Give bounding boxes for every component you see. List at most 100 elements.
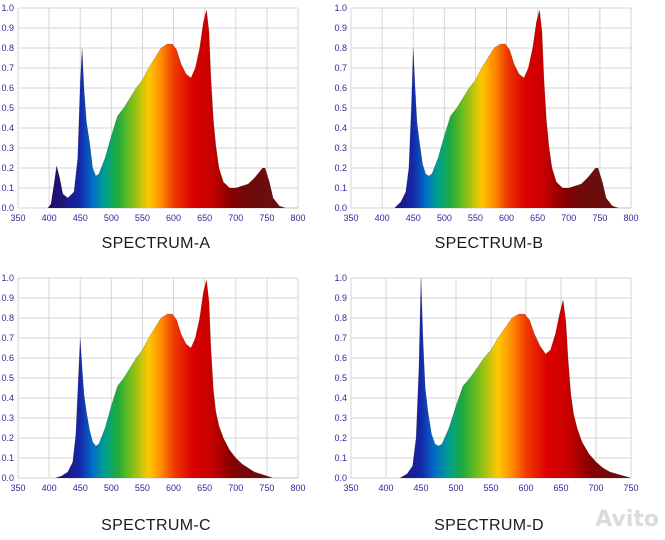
y-tick-label: 0.8 [1, 313, 14, 323]
x-tick-label: 800 [290, 483, 305, 493]
x-tick-label: 700 [561, 213, 576, 223]
x-tick-label: 450 [73, 483, 88, 493]
y-tick-label: 0.6 [1, 83, 14, 93]
x-tick-label: 350 [10, 213, 25, 223]
y-tick-label: 0.0 [334, 473, 347, 483]
spectrum-area [394, 10, 631, 208]
y-tick-label: 0.8 [334, 313, 347, 323]
y-tick-label: 1.0 [1, 273, 14, 283]
y-tick-label: 1.0 [334, 3, 347, 13]
x-tick-label: 600 [166, 483, 181, 493]
x-tick-label: 750 [259, 213, 274, 223]
spectrum-line [47, 9, 298, 209]
spectrum-chart-a: 0.0 0.1 0.2 0.3 0.4 0.5 0.6 0.7 0.8 0.9 1.0 350 400 4… [0, 0, 332, 270]
chart-title: SPECTRUM-B [434, 235, 544, 252]
watermark: Avito [595, 507, 659, 532]
x-tick-label: 550 [135, 213, 150, 223]
x-tick-label: 400 [42, 213, 57, 223]
spectrum-area [47, 10, 299, 208]
spectrum-plot: 0.0 0.1 0.2 0.3 0.4 0.5 0.6 0.7 0.8 0.9 1.0 350 400 4… [334, 273, 638, 493]
x-tick-label: 600 [499, 213, 514, 223]
x-tick-label: 450 [406, 213, 421, 223]
x-tick-label: 650 [197, 483, 212, 493]
x-tick-label: 400 [42, 483, 57, 493]
x-tick-label: 350 [343, 483, 358, 493]
x-tick-label: 350 [10, 483, 25, 493]
x-tick-label: 650 [553, 483, 568, 493]
y-tick-label: 0.1 [1, 453, 14, 463]
y-tick-label: 0.1 [334, 453, 347, 463]
y-tick-label: 0.3 [334, 143, 347, 153]
y-tick-label: 0.6 [334, 353, 347, 363]
spectrum-line [55, 279, 298, 479]
spectrum-plot: 0.0 0.1 0.2 0.3 0.4 0.5 0.6 0.7 0.8 0.9 1.0 350 400 4… [1, 273, 305, 493]
y-tick-label: 0.9 [334, 23, 347, 33]
chart-title: SPECTRUM-A [101, 235, 211, 252]
y-tick-label: 0.2 [1, 433, 14, 443]
spectrum-chart-d: 0.0 0.1 0.2 0.3 0.4 0.5 0.6 0.7 0.8 0.9 1.0 350 400 4… [333, 270, 665, 540]
spectrum-plot: 0.0 0.1 0.2 0.3 0.4 0.5 0.6 0.7 0.8 0.9 1.0 350 400 4… [1, 3, 305, 223]
spectrum-chart-c: 0.0 0.1 0.2 0.3 0.4 0.5 0.6 0.7 0.8 0.9 1.0 350 400 4… [0, 270, 332, 540]
x-tick-label: 500 [104, 213, 119, 223]
y-tick-label: 0.7 [334, 333, 347, 343]
x-tick-label: 400 [375, 213, 390, 223]
x-tick-label: 750 [592, 213, 607, 223]
x-tick-label: 800 [623, 213, 638, 223]
spectrum-line [399, 277, 632, 479]
spectrum-area [400, 278, 631, 478]
y-tick-label: 0.1 [1, 183, 14, 193]
x-tick-label: 800 [290, 213, 305, 223]
y-tick-label: 0.9 [1, 23, 14, 33]
y-tick-label: 0.2 [334, 433, 347, 443]
y-tick-label: 0.7 [334, 63, 347, 73]
x-tick-label: 600 [518, 483, 533, 493]
y-tick-label: 0.3 [334, 413, 347, 423]
spectrum-chart-b: 0.0 0.1 0.2 0.3 0.4 0.5 0.6 0.7 0.8 0.9 1.0 350 400 4… [333, 0, 665, 270]
x-tick-label: 500 [104, 483, 119, 493]
x-tick-label: 650 [530, 213, 545, 223]
y-tick-label: 0.0 [334, 203, 347, 213]
x-tick-label: 700 [588, 483, 603, 493]
x-tick-label: 550 [468, 213, 483, 223]
chart-title: SPECTRUM-C [101, 517, 211, 534]
y-tick-label: 0.3 [1, 143, 14, 153]
y-tick-label: 0.4 [334, 123, 347, 133]
x-tick-label: 500 [448, 483, 463, 493]
x-tick-label: 400 [378, 483, 393, 493]
x-tick-label: 750 [623, 483, 638, 493]
y-tick-label: 0.6 [334, 83, 347, 93]
y-tick-label: 1.0 [334, 273, 347, 283]
x-tick-label: 450 [73, 213, 88, 223]
y-tick-label: 0.3 [1, 413, 14, 423]
spectrum-plot: 0.0 0.1 0.2 0.3 0.4 0.5 0.6 0.7 0.8 0.9 1.0 350 400 4… [334, 3, 638, 223]
y-tick-label: 0.6 [1, 353, 14, 363]
y-tick-label: 0.5 [334, 373, 347, 383]
y-tick-label: 0.5 [1, 103, 14, 113]
y-tick-label: 0.4 [1, 123, 14, 133]
spectrum-area [55, 280, 298, 478]
y-tick-label: 0.4 [1, 393, 14, 403]
chart-title: SPECTRUM-D [434, 517, 544, 534]
y-tick-label: 0.8 [1, 43, 14, 53]
y-tick-label: 0.2 [334, 163, 347, 173]
x-tick-label: 700 [228, 213, 243, 223]
x-tick-label: 650 [197, 213, 212, 223]
y-tick-label: 0.5 [334, 103, 347, 113]
y-tick-label: 0.0 [1, 473, 14, 483]
y-tick-label: 0.0 [1, 203, 14, 213]
y-tick-label: 0.7 [1, 333, 14, 343]
y-tick-label: 1.0 [1, 3, 14, 13]
y-tick-label: 0.4 [334, 393, 347, 403]
x-tick-label: 750 [259, 483, 274, 493]
y-tick-label: 0.1 [334, 183, 347, 193]
y-tick-label: 0.9 [1, 293, 14, 303]
y-tick-label: 0.7 [1, 63, 14, 73]
y-tick-label: 0.5 [1, 373, 14, 383]
spectrum-line [394, 9, 631, 209]
x-tick-label: 500 [437, 213, 452, 223]
x-tick-label: 550 [483, 483, 498, 493]
x-tick-label: 450 [413, 483, 428, 493]
x-tick-label: 550 [135, 483, 150, 493]
y-tick-label: 0.8 [334, 43, 347, 53]
x-tick-label: 700 [228, 483, 243, 493]
